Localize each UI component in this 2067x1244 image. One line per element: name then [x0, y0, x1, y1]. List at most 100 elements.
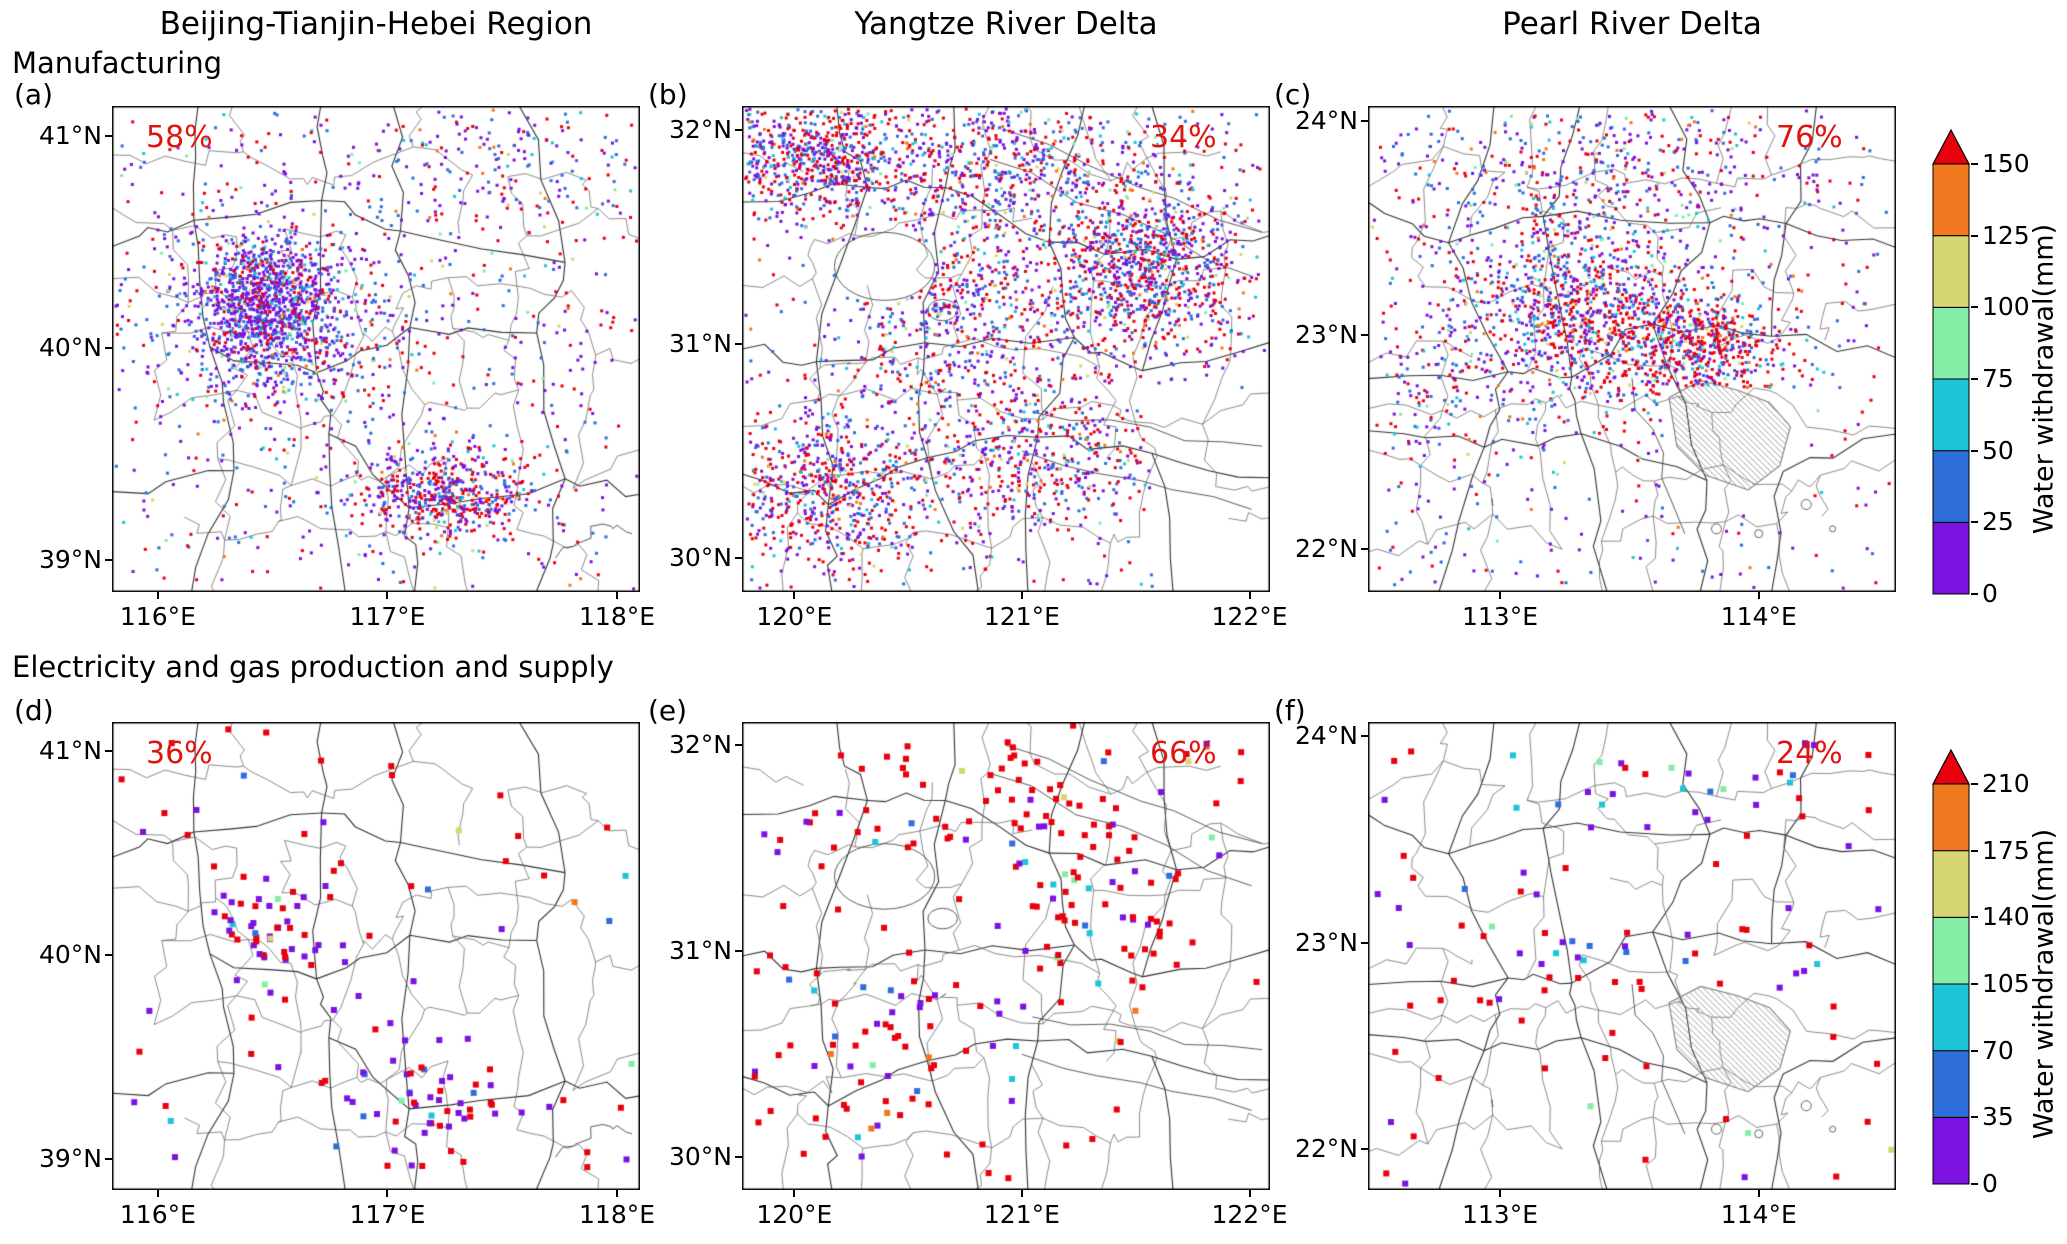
panel-label-c: (c)	[1274, 78, 1312, 111]
y-tick-label: 32°N	[668, 114, 732, 144]
axis-tick-mark	[1757, 592, 1760, 599]
y-tick-label: 40°N	[38, 939, 102, 969]
panel-label-a: (a)	[14, 78, 54, 111]
map-panel-e	[742, 722, 1270, 1190]
axis-tick-mark	[1361, 1147, 1368, 1150]
y-tick-label: 39°N	[38, 545, 102, 575]
axis-tick-mark	[735, 342, 742, 345]
x-tick-label: 117°E	[349, 602, 426, 631]
y-tick-label: 24°N	[1294, 105, 1358, 135]
map-panel-b	[742, 106, 1270, 592]
axis-tick-mark	[105, 953, 112, 956]
colorbar-segment	[1932, 521, 1970, 595]
x-tick-label: 117°E	[349, 1200, 426, 1229]
x-tick-label: 116°E	[119, 1200, 196, 1229]
coverage-percent-e: 66%	[1150, 736, 1217, 771]
axis-tick-mark	[735, 743, 742, 746]
axis-tick-mark	[1361, 941, 1368, 944]
map-panel-a	[112, 106, 640, 592]
colorbar-segment	[1932, 783, 1970, 852]
axis-tick-mark	[793, 1190, 796, 1197]
coverage-percent-d: 36%	[146, 736, 213, 771]
colorbar-segment	[1932, 450, 1970, 523]
colorbar-tick-label: 105	[1982, 969, 2030, 998]
colorbar-segment	[1932, 378, 1970, 452]
y-tick-label: 41°N	[38, 735, 102, 765]
axis-tick-mark	[616, 592, 619, 599]
y-tick-label: 23°N	[1294, 927, 1358, 957]
axis-tick-mark	[105, 749, 112, 752]
y-tick-label: 32°N	[668, 729, 732, 759]
colorbar-manufacturing	[1932, 128, 1972, 600]
colorbar-axis-label: Water withdrawal(mm)	[2028, 828, 2060, 1140]
panel-label-f: (f)	[1274, 694, 1306, 727]
axis-tick-mark	[1499, 1190, 1501, 1197]
axis-tick-mark	[105, 346, 112, 349]
colorbar-tick-mark	[1971, 521, 1978, 524]
colorbar-tick-label: 0	[1982, 579, 1998, 608]
x-tick-label: 122°E	[1211, 1200, 1288, 1229]
colorbar-segment	[1932, 916, 1970, 985]
colorbar-electricity	[1932, 748, 1972, 1190]
colorbar-tick-mark	[1971, 783, 1978, 785]
axis-tick-mark	[105, 559, 112, 562]
y-tick-label: 22°N	[1294, 1133, 1358, 1163]
colorbar-segment	[1932, 163, 1970, 237]
axis-tick-mark	[105, 1158, 112, 1161]
colorbar-segment	[1932, 1116, 1970, 1185]
panel-label-e: (e)	[648, 694, 688, 727]
axis-tick-mark	[1248, 592, 1251, 599]
x-tick-label: 120°E	[756, 602, 833, 631]
colorbar-tick-label: 0	[1982, 1169, 1998, 1198]
axis-tick-mark	[735, 949, 742, 952]
x-tick-label: 121°E	[983, 1200, 1060, 1229]
axis-tick-mark	[1361, 735, 1368, 738]
axis-tick-mark	[1757, 1190, 1760, 1197]
x-tick-label: 113°E	[1461, 602, 1538, 631]
colorbar-tick-label: 100	[1982, 292, 2030, 322]
colorbar-segment	[1932, 983, 1970, 1052]
x-tick-label: 118°E	[579, 602, 656, 631]
axis-tick-mark	[1020, 592, 1023, 599]
colorbar-tick-label: 125	[1982, 220, 2030, 250]
colorbar-tick-mark	[1971, 1183, 1978, 1185]
colorbar-axis-label: Water withdrawal(mm)	[2028, 223, 2060, 535]
panel-label-d: (d)	[14, 694, 54, 727]
x-tick-label: 114°E	[1720, 1200, 1797, 1229]
colorbar-tick-mark	[1971, 163, 1978, 165]
axis-tick-mark	[1361, 334, 1368, 337]
y-tick-label: 31°N	[668, 935, 732, 965]
x-tick-label: 122°E	[1211, 602, 1288, 631]
colorbar-tick-mark	[1971, 306, 1978, 309]
axis-tick-mark	[156, 592, 159, 599]
panel-label-b: (b)	[648, 78, 688, 111]
coverage-percent-c: 76%	[1776, 120, 1843, 155]
y-tick-label: 24°N	[1294, 721, 1358, 751]
colorbar-tick-label: 50	[1982, 435, 2014, 465]
axis-tick-mark	[1020, 1190, 1023, 1197]
coverage-percent-b: 34%	[1150, 120, 1217, 155]
column-title-bth: Beijing-Tianjin-Hebei Region	[159, 6, 593, 42]
y-tick-label: 23°N	[1294, 320, 1358, 350]
y-tick-label: 39°N	[38, 1144, 102, 1174]
y-tick-label: 30°N	[668, 542, 732, 572]
axis-tick-mark	[105, 134, 112, 137]
colorbar-tick-label: 140	[1982, 902, 2030, 932]
x-tick-label: 121°E	[983, 602, 1060, 631]
axis-tick-mark	[156, 1190, 159, 1197]
map-panel-d	[112, 722, 640, 1190]
y-tick-label: 22°N	[1294, 534, 1358, 564]
colorbar-over-arrow	[1932, 128, 1970, 165]
axis-tick-mark	[1361, 119, 1368, 122]
colorbar-tick-label: 25	[1982, 507, 2014, 537]
axis-tick-mark	[1361, 548, 1368, 551]
column-title-yrd: Yangtze River Delta	[854, 6, 1158, 42]
colorbar-tick-label: 175	[1982, 835, 2030, 865]
x-tick-label: 114°E	[1720, 602, 1797, 631]
colorbar-segment	[1932, 850, 1970, 918]
colorbar-tick-label: 70	[1982, 1035, 2014, 1065]
y-tick-label: 41°N	[38, 120, 102, 150]
map-panel-f	[1368, 722, 1896, 1190]
colorbar-segment	[1932, 235, 1970, 308]
